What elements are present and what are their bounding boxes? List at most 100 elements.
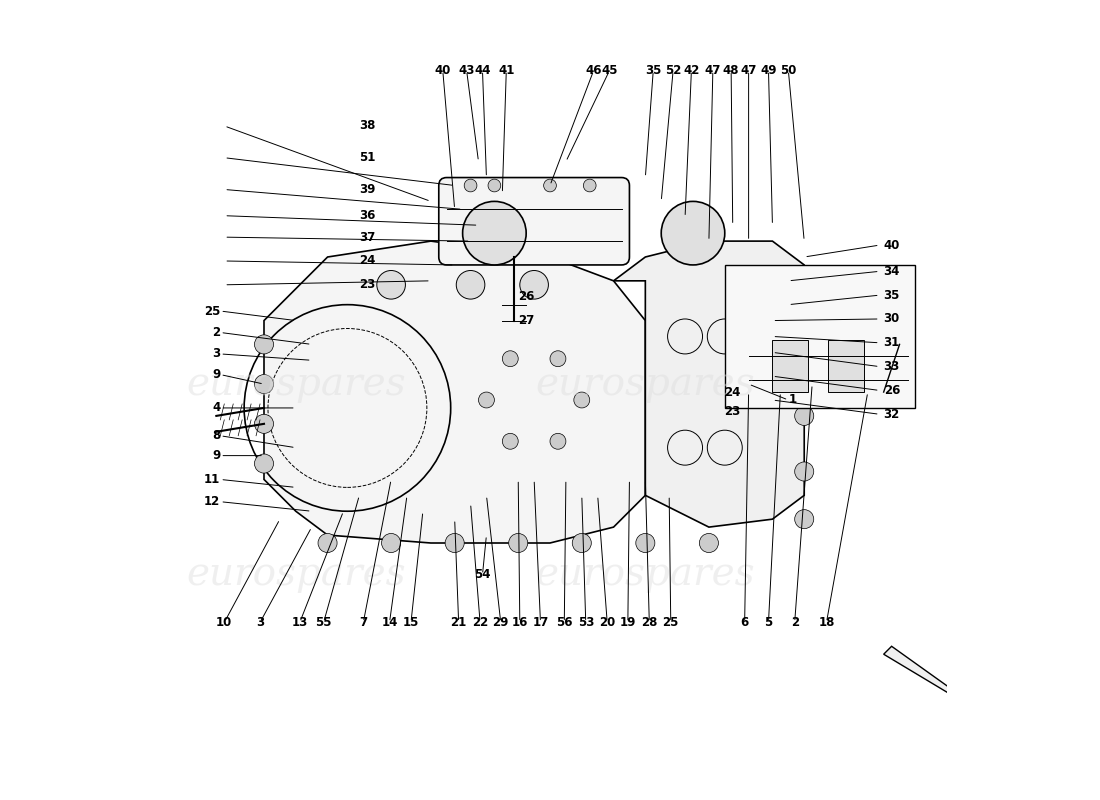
Text: eurospares: eurospares — [536, 366, 755, 402]
Circle shape — [572, 534, 592, 553]
Circle shape — [543, 179, 557, 192]
Text: 26: 26 — [518, 290, 535, 303]
Circle shape — [382, 534, 400, 553]
Circle shape — [446, 534, 464, 553]
Text: 24: 24 — [359, 254, 375, 267]
Text: 23: 23 — [725, 406, 740, 418]
Text: 9: 9 — [212, 368, 220, 381]
Text: 9: 9 — [212, 449, 220, 462]
Text: 18: 18 — [818, 616, 835, 629]
Text: 23: 23 — [359, 278, 375, 291]
Circle shape — [478, 392, 494, 408]
Text: 14: 14 — [382, 616, 398, 629]
Text: 42: 42 — [683, 64, 700, 77]
Circle shape — [583, 179, 596, 192]
Circle shape — [254, 335, 274, 354]
Circle shape — [794, 406, 814, 426]
Text: 52: 52 — [666, 64, 681, 77]
Text: 25: 25 — [662, 616, 679, 629]
Text: 43: 43 — [459, 64, 475, 77]
PathPatch shape — [883, 646, 964, 702]
Text: 35: 35 — [883, 289, 900, 302]
Text: 7: 7 — [360, 616, 367, 629]
Text: 47: 47 — [740, 64, 757, 77]
Text: 55: 55 — [316, 616, 332, 629]
Text: 3: 3 — [256, 616, 264, 629]
Circle shape — [488, 179, 501, 192]
Text: 17: 17 — [532, 616, 549, 629]
Text: 50: 50 — [780, 64, 796, 77]
Circle shape — [254, 454, 274, 473]
Text: eurospares: eurospares — [536, 556, 755, 594]
Text: 21: 21 — [451, 616, 466, 629]
Circle shape — [456, 270, 485, 299]
Text: 26: 26 — [883, 384, 900, 397]
Text: 48: 48 — [723, 64, 739, 77]
Text: 3: 3 — [212, 347, 220, 361]
Circle shape — [661, 202, 725, 265]
Text: 6: 6 — [740, 616, 749, 629]
Circle shape — [254, 414, 274, 434]
Circle shape — [464, 179, 477, 192]
Text: 41: 41 — [498, 64, 515, 77]
Text: 19: 19 — [619, 616, 636, 629]
Circle shape — [636, 534, 654, 553]
Circle shape — [508, 534, 528, 553]
Text: 54: 54 — [474, 568, 491, 582]
Circle shape — [794, 295, 814, 314]
Text: 27: 27 — [518, 314, 535, 327]
Circle shape — [794, 510, 814, 529]
Text: eurospares: eurospares — [186, 366, 406, 402]
Circle shape — [503, 350, 518, 366]
Circle shape — [254, 374, 274, 394]
Text: 25: 25 — [204, 305, 220, 318]
Text: 47: 47 — [705, 64, 720, 77]
Circle shape — [574, 392, 590, 408]
Circle shape — [503, 434, 518, 450]
Text: 8: 8 — [212, 430, 220, 442]
Text: 38: 38 — [359, 119, 375, 133]
Text: 4: 4 — [212, 402, 220, 414]
Circle shape — [794, 462, 814, 481]
Text: 46: 46 — [585, 64, 602, 77]
Text: 2: 2 — [212, 326, 220, 339]
Text: 37: 37 — [359, 230, 375, 244]
Circle shape — [700, 534, 718, 553]
Text: 53: 53 — [578, 616, 594, 629]
Text: 16: 16 — [512, 616, 528, 629]
Bar — [828, 341, 864, 392]
Text: 45: 45 — [602, 64, 618, 77]
Bar — [725, 265, 915, 408]
Text: 56: 56 — [557, 616, 573, 629]
PathPatch shape — [264, 241, 646, 543]
Circle shape — [377, 270, 406, 299]
Text: 15: 15 — [403, 616, 419, 629]
Text: 10: 10 — [217, 616, 232, 629]
Text: 32: 32 — [883, 408, 900, 421]
Circle shape — [550, 434, 565, 450]
Bar — [772, 341, 808, 392]
Text: 20: 20 — [600, 616, 615, 629]
Circle shape — [318, 534, 337, 553]
Text: 39: 39 — [359, 183, 375, 196]
Text: 1: 1 — [789, 394, 796, 406]
FancyBboxPatch shape — [439, 178, 629, 265]
Text: 36: 36 — [359, 209, 375, 222]
Text: 33: 33 — [883, 360, 900, 373]
Text: 22: 22 — [472, 616, 488, 629]
Text: eurospares: eurospares — [186, 556, 406, 594]
Text: 24: 24 — [725, 386, 741, 398]
Text: 29: 29 — [493, 616, 509, 629]
Text: 2: 2 — [791, 616, 799, 629]
PathPatch shape — [614, 241, 804, 527]
Circle shape — [520, 270, 549, 299]
Text: 28: 28 — [641, 616, 658, 629]
Text: 5: 5 — [764, 616, 772, 629]
Circle shape — [794, 350, 814, 370]
Text: 12: 12 — [205, 495, 220, 508]
Text: 11: 11 — [205, 473, 220, 486]
Text: 40: 40 — [434, 64, 451, 77]
Text: 34: 34 — [883, 265, 900, 278]
Text: 40: 40 — [883, 238, 900, 251]
Circle shape — [550, 350, 565, 366]
